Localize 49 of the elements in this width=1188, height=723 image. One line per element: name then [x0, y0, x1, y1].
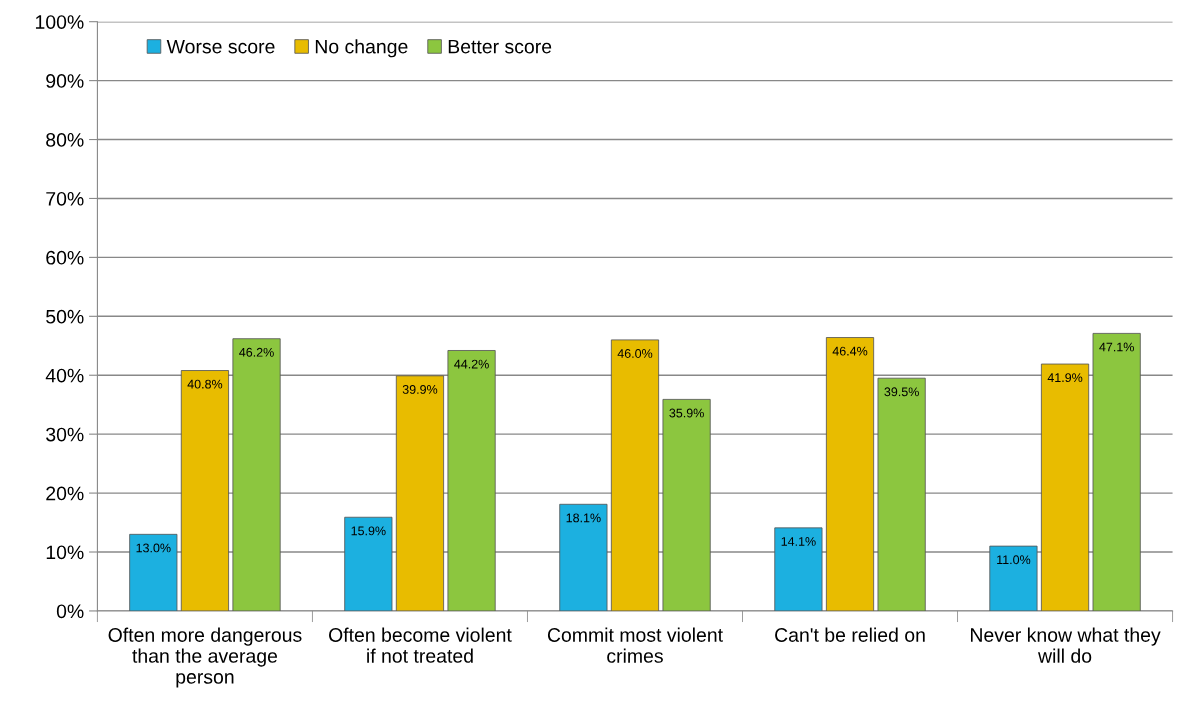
x-tick-label: Often more dangerous than the average person [108, 627, 302, 688]
bar [447, 350, 496, 611]
data-label: 39.5% [884, 387, 919, 397]
y-tick-label: 60% [46, 250, 84, 265]
y-tick-label: 80% [46, 133, 84, 147]
bar [877, 377, 926, 611]
data-label: 11.0% [997, 555, 1031, 565]
y-tick-label: 20% [46, 486, 84, 501]
data-label: 15.9% [351, 526, 386, 536]
y-tick-label: 70% [46, 191, 84, 206]
x-tick-label: Can't be relied on [775, 627, 925, 642]
data-label: 39.9% [402, 384, 438, 394]
legend-label: Better score [448, 39, 552, 54]
bar [610, 339, 660, 611]
data-label: 35.9% [669, 408, 704, 418]
data-label: 46.0% [617, 349, 653, 358]
data-label: 44.2% [454, 359, 489, 369]
bar [825, 337, 875, 611]
data-label: 41.9% [1047, 373, 1083, 383]
x-tick-label: Often become violent if not treated [329, 627, 512, 663]
y-tick-label: 30% [46, 427, 84, 442]
legend-label: Worse score [166, 39, 275, 54]
bar [1092, 332, 1141, 611]
bar [129, 533, 178, 611]
bar [395, 375, 445, 611]
data-label: 47.1% [1099, 342, 1134, 352]
x-tick-label: Commit most violent crimes [547, 627, 723, 663]
data-label: 40.8% [187, 379, 223, 389]
data-label: 14.1% [781, 537, 816, 546]
bar [180, 370, 229, 611]
data-label: 13.0% [136, 543, 171, 553]
bar [774, 527, 823, 611]
data-label: 46.4% [832, 346, 868, 356]
bar [344, 516, 393, 611]
legend-label: No change [315, 39, 408, 58]
bar [1040, 363, 1090, 611]
y-tick-label: 40% [45, 368, 84, 383]
y-tick-label: 50% [46, 309, 84, 324]
bar [232, 338, 281, 611]
data-label: 46.2% [239, 347, 274, 357]
data-label: 18.1% [566, 513, 601, 523]
y-tick-label: 100% [35, 15, 84, 29]
bar [559, 503, 608, 611]
y-tick-label: 0% [56, 604, 84, 619]
bar [989, 545, 1038, 611]
y-tick-label: 10% [46, 545, 84, 560]
x-tick-label: Never know what they will do [971, 627, 1161, 663]
bar [662, 398, 711, 611]
y-tick-label: 90% [46, 74, 84, 88]
